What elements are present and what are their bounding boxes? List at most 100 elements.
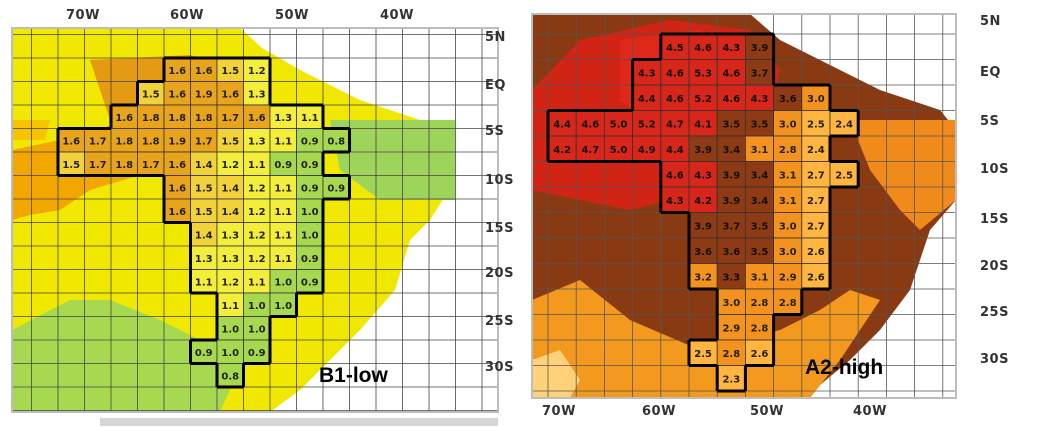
grid-cell	[688, 212, 718, 239]
grid-cell	[688, 135, 718, 162]
lat-label: 20S	[485, 266, 514, 281]
grid-cell-value: 3.4	[751, 170, 769, 181]
grid-cell-value: 3.4	[722, 145, 740, 156]
map-frame	[531, 13, 957, 399]
grid-cell	[716, 365, 746, 392]
lat-label: 5N	[485, 30, 506, 45]
grid-cell	[660, 84, 690, 111]
grid-cell-value: 0.9	[301, 254, 319, 265]
grid-cell-value: 2.6	[807, 272, 825, 283]
grid-cell-value: 1.3	[248, 89, 266, 100]
grid-cell-value: 1.0	[248, 324, 266, 335]
grid-cell-value: 1.1	[274, 207, 292, 218]
grid-cell-value: 1.0	[301, 230, 319, 241]
grid-cell-value: 4.6	[581, 119, 599, 130]
grid-cell-value: 2.8	[722, 349, 740, 360]
grid-cell	[575, 135, 605, 162]
grid-cell	[716, 212, 746, 239]
scenario-label: A2-high	[805, 356, 884, 379]
grid-cell-value: 2.7	[807, 170, 825, 181]
grid-cell	[829, 110, 859, 137]
grid-cell-value: 1.0	[221, 348, 239, 359]
grid-cell-value: 4.6	[722, 68, 740, 79]
grid-cell-value: 1.1	[274, 136, 292, 147]
grid-cell-value: 1.6	[195, 66, 213, 77]
grid-cell-value: 1.1	[301, 113, 319, 124]
grid-cell-value: 1.6	[168, 183, 186, 194]
grid-cell-value: 5.0	[610, 119, 628, 130]
grid-cell-value: 1.8	[195, 113, 213, 124]
grid-cell-value: 3.0	[722, 298, 740, 309]
grid-cell-value: 1.3	[221, 254, 239, 265]
grid-cell-value: 3.5	[751, 119, 769, 130]
bottom-bar	[100, 418, 498, 426]
grid-cell-value: 2.5	[694, 349, 712, 360]
grid-cell-value: 2.7	[807, 196, 825, 207]
grid-cell-value: 1.4	[221, 207, 239, 218]
grid-cell	[773, 212, 803, 239]
grid-cell-value: 4.6	[666, 68, 684, 79]
grid-cell	[716, 161, 746, 188]
lat-label: EQ	[980, 65, 1001, 80]
grid-cell	[716, 314, 746, 341]
grid-cell-value: 2.5	[807, 119, 825, 130]
grid-cell-value: 4.5	[666, 43, 684, 54]
grid-cell-value: 1.7	[89, 160, 107, 171]
grid-cell-value: 3.5	[722, 119, 740, 130]
grid-cell-value: 1.0	[274, 277, 292, 288]
grid-cell-value: 4.3	[694, 170, 712, 181]
grid-cell-value: 3.2	[694, 272, 712, 283]
grid-cell-value: 2.4	[807, 145, 825, 156]
grid-cell-value: 1.1	[195, 277, 213, 288]
grid-cell	[744, 314, 774, 341]
lat-label: 20S	[980, 259, 1009, 274]
grid-cell-value: 1.0	[221, 324, 239, 335]
grid-cell-value: 3.5	[751, 221, 769, 232]
grid-cell	[688, 110, 718, 137]
grid-cell-value: 0.9	[327, 183, 345, 194]
grid-cell-value: 4.3	[751, 94, 769, 105]
lat-label: 10S	[485, 173, 514, 188]
grid-cell-value: 1.8	[142, 136, 160, 147]
grid-cell	[744, 161, 774, 188]
grid-cell-value: 3.7	[722, 221, 740, 232]
grid-cell-value: 1.0	[301, 207, 319, 218]
grid-cell	[744, 186, 774, 213]
lat-label: 25S	[980, 305, 1009, 320]
grid-cell	[716, 186, 746, 213]
grid-cell-value: 0.8	[327, 136, 345, 147]
grid-cell-value: 1.6	[168, 89, 186, 100]
grid-cell	[604, 110, 634, 137]
grid-cell-value: 1.2	[248, 207, 266, 218]
grid-cell-value: 1.9	[168, 136, 186, 147]
grid-cell-value: 1.4	[195, 160, 213, 171]
grid-cell	[688, 161, 718, 188]
grid-cell-value: 4.3	[666, 196, 684, 207]
map-frame	[11, 27, 499, 413]
grid-cell-value: 1.6	[62, 136, 80, 147]
grid-cell-value: 0.9	[248, 348, 266, 359]
grid-cell-value: 1.8	[168, 113, 186, 124]
region-shade	[330, 120, 455, 200]
grid-cell-value: 3.0	[807, 94, 825, 105]
grid-cell-value: 1.5	[221, 66, 239, 77]
grid-cell-value: 3.4	[751, 196, 769, 207]
region-outline	[546, 32, 860, 393]
grid-cell-value: 5.2	[694, 94, 712, 105]
grid-cell	[773, 237, 803, 264]
grid-cell-value: 1.2	[221, 160, 239, 171]
lat-label: 5N	[980, 14, 1001, 29]
grid-cell-value: 3.3	[722, 272, 740, 283]
grid-cell-value: 1.9	[195, 89, 213, 100]
grid-cell-value: 5.3	[694, 68, 712, 79]
grid-cell-value: 1.6	[248, 113, 266, 124]
grid-cell-value: 4.6	[666, 170, 684, 181]
grid-cell-value: 1.1	[248, 160, 266, 171]
grid-cell-value: 1.2	[248, 183, 266, 194]
grid-cell-value: 1.3	[248, 136, 266, 147]
grid-cell-value: 3.5	[751, 247, 769, 258]
region-shade	[532, 350, 580, 398]
lon-label: 70W	[66, 8, 100, 23]
grid-cell	[773, 186, 803, 213]
grid-cell-value: 3.9	[722, 196, 740, 207]
